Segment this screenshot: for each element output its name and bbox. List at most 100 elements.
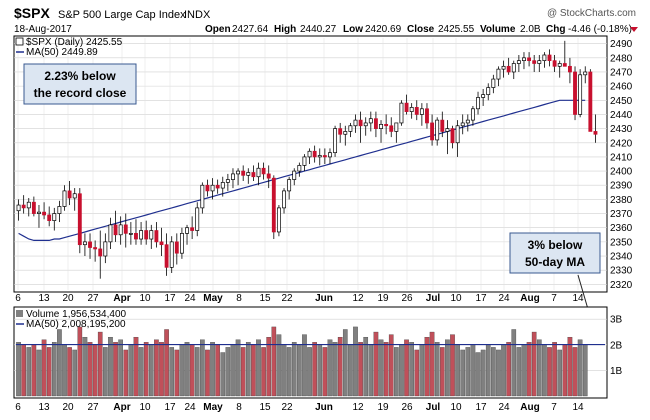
volume-bar	[174, 349, 180, 397]
candle	[470, 105, 475, 126]
price-x-tick: 12	[352, 293, 364, 304]
price-y-tick: 2480	[610, 53, 633, 64]
candle	[246, 168, 251, 184]
volume-bar	[516, 347, 522, 397]
price-x-tick: 6	[15, 293, 21, 304]
candle	[297, 162, 302, 177]
candle	[47, 206, 52, 227]
price-legend-swatch	[15, 37, 24, 46]
candle	[532, 54, 537, 72]
candle	[21, 195, 26, 214]
volume-bar	[205, 349, 210, 397]
candle	[169, 236, 174, 274]
candle	[348, 122, 353, 138]
volume-bar	[291, 342, 297, 397]
price-x-tick: 13	[38, 293, 50, 304]
price-x-tick: 7	[551, 293, 557, 304]
candle	[409, 103, 414, 119]
volume-bar	[424, 336, 430, 397]
volume-bar	[383, 342, 389, 397]
quote-date: 18-Aug-2017	[14, 24, 72, 35]
volume-bar	[322, 347, 328, 397]
candle	[394, 122, 399, 143]
candle	[292, 168, 297, 186]
candle	[322, 148, 327, 164]
candle	[511, 60, 516, 80]
candle	[333, 125, 338, 157]
volume-bar	[97, 331, 103, 397]
volume-bar	[31, 344, 37, 397]
volume-bar	[230, 344, 236, 397]
volume-x-tick: Jun	[315, 402, 333, 413]
volume-bar	[373, 331, 379, 397]
price-y-tick: 2340	[610, 252, 633, 263]
volume-x-tick: 6	[15, 402, 21, 413]
candle	[573, 66, 577, 121]
candle	[98, 230, 103, 279]
volume-bar	[297, 344, 302, 397]
index-name: S&P 500 Large Cap Index	[58, 9, 186, 21]
volume-bar	[378, 339, 384, 397]
volume-bar	[154, 339, 159, 397]
candle	[583, 66, 588, 84]
volume-bar	[388, 334, 394, 397]
volume-x-tick: 12	[352, 402, 364, 413]
volume-x-tick: 8	[236, 402, 242, 413]
volume-bar	[491, 347, 496, 397]
volume-x-tick: 19	[377, 402, 389, 413]
volume-bar	[557, 349, 563, 397]
volume-bar	[445, 339, 450, 397]
record-annotation-line2: the record close	[34, 86, 127, 100]
ma-annotation-box	[509, 232, 601, 274]
candle	[251, 165, 256, 181]
candle	[567, 57, 572, 84]
candle	[542, 52, 547, 68]
volume-bar	[368, 344, 374, 397]
low-label: Low	[343, 24, 363, 35]
volume-bar	[501, 344, 506, 397]
price-x-axis: 6 13 20 27 Apr 10 17 24 May 8 15 22 Jun 12 19 26 Jul 10 17…	[15, 293, 584, 304]
volume-y-tick: 1B	[610, 366, 623, 377]
volume-bar	[414, 349, 420, 397]
candle	[455, 120, 460, 157]
price-y-tick: 2350	[610, 237, 633, 248]
volume-bar	[103, 347, 108, 397]
candle	[154, 222, 159, 248]
candle	[506, 57, 511, 75]
candle	[37, 205, 41, 228]
record-annotation-line1: 2.23% below	[44, 69, 116, 83]
volume-bar	[118, 339, 123, 397]
volume-bar	[480, 349, 486, 397]
volume-label: Volume	[480, 24, 516, 35]
candle	[562, 40, 567, 67]
candle	[399, 100, 404, 126]
volume-bar	[460, 349, 466, 397]
candle	[435, 117, 440, 146]
close-value: 2425.55	[438, 24, 475, 35]
volume-bar	[200, 339, 205, 397]
candle	[476, 91, 480, 115]
candle	[123, 213, 128, 248]
candle	[62, 185, 67, 211]
candle	[481, 88, 486, 106]
ma-annotation-line1: 3% below	[528, 238, 583, 252]
candle	[149, 224, 154, 249]
price-x-tick: Aug	[520, 293, 539, 304]
volume-bar	[123, 349, 129, 397]
price-y-tick: 2450	[610, 96, 633, 107]
candle	[578, 69, 583, 118]
price-y-tick: 2380	[610, 195, 633, 206]
volume-bar	[342, 329, 348, 397]
volume-bar	[404, 339, 409, 397]
price-y-tick: 2390	[610, 181, 633, 192]
volume-ma-legend: MA(50) 2,008,195,200	[26, 319, 126, 330]
quote-line: Open 2427.64 High 2440.27 Low 2420.69 Cl…	[205, 24, 638, 35]
candle	[537, 54, 542, 72]
price-x-tick: 24	[498, 293, 510, 304]
volume-bar	[572, 347, 578, 397]
volume-bar	[485, 344, 491, 397]
volume-x-tick: 7	[551, 402, 557, 413]
candle	[220, 176, 225, 197]
volume-bar	[353, 326, 358, 397]
volume-bar	[266, 336, 272, 397]
